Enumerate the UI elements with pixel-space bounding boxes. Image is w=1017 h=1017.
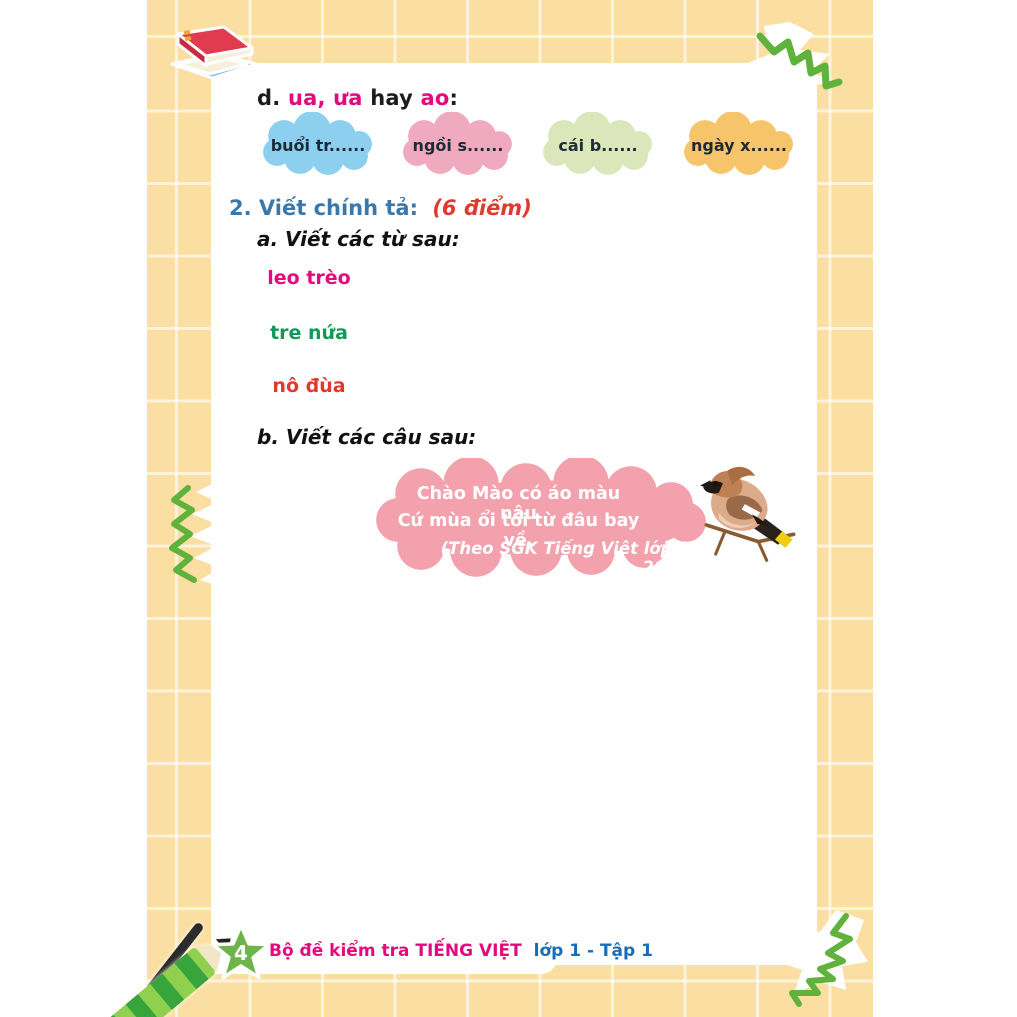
zigzag-decoration-bottom-right xyxy=(778,910,868,1007)
zigzag-decoration-top-right xyxy=(746,22,843,108)
word-label-2: tre nứa xyxy=(270,321,348,344)
section-2-title: 2. Viết chính tả: xyxy=(229,196,418,220)
footer-volume: lớp 1 - Tập 1 xyxy=(533,941,653,961)
part-b-label: b. Viết các câu sau: xyxy=(257,425,477,449)
section-2-points: (6 điểm) xyxy=(432,196,532,220)
poem-source: (Theo SGK Tiếng Việt lớp 1, 2003) xyxy=(440,539,696,577)
answer-cloud-4-label: ngày x...... xyxy=(691,135,787,155)
page-number-star xyxy=(212,923,270,980)
answer-cloud-3: cái b...... xyxy=(542,112,654,176)
poem-line-1: Chào Mào có áo màu nâu xyxy=(416,484,621,524)
poem-cloud: Chào Mào có áo màu nâu Cứ mùa ổi tới từ … xyxy=(376,458,706,578)
answer-cloud-2-label: ngồi s...... xyxy=(412,135,504,155)
section-d-prefix: d. xyxy=(257,86,281,110)
books-icon xyxy=(170,25,258,80)
word-label-3: nô đùa xyxy=(272,374,346,397)
answer-cloud-2: ngồi s...... xyxy=(402,112,514,176)
answer-cloud-1: buổi tr...... xyxy=(262,112,374,176)
poem-line-2: Cứ mùa ổi tới từ đâu bay về. xyxy=(397,511,640,551)
answer-cloud-3-label: cái b...... xyxy=(558,135,638,155)
page-number: 4 xyxy=(234,941,248,965)
answer-cloud-1-label: buổi tr...... xyxy=(270,135,366,155)
section-d-colon: : xyxy=(449,86,459,110)
bird-illustration xyxy=(700,466,796,562)
part-a-label: a. Viết các từ sau: xyxy=(257,227,460,251)
section-d-header: d. ua, ưa hay ao: xyxy=(257,86,458,110)
zigzag-decoration-left xyxy=(169,478,224,588)
section-d-option2: ao xyxy=(420,86,450,110)
section-d-option1: ua, ưa xyxy=(287,86,363,110)
answer-cloud-4: ngày x...... xyxy=(683,112,795,176)
footer-series-title: Bộ đề kiểm tra TIẾNG VIỆT xyxy=(269,941,522,961)
footer-title: Bộ đề kiểm tra TIẾNG VIỆT lớp 1 - Tập 1 xyxy=(269,941,653,961)
section-2-header: 2. Viết chính tả: (6 điểm) xyxy=(229,196,532,220)
footer-tab xyxy=(211,930,557,974)
word-label-1: leo trèo xyxy=(267,266,351,289)
section-d-conjunction: hay xyxy=(370,86,413,110)
